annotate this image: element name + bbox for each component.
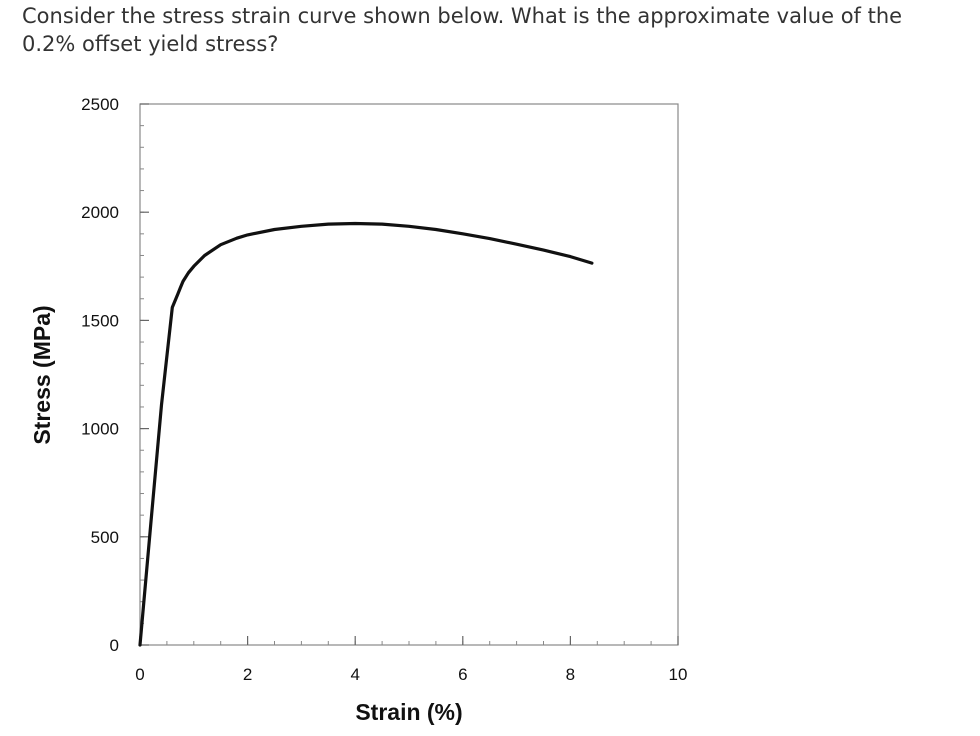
x-tick-label: 6 — [458, 665, 467, 684]
y-tick-label: 1500 — [81, 311, 119, 330]
x-tick-label: 10 — [669, 665, 688, 684]
y-tick-label: 1000 — [81, 420, 119, 439]
y-tick-label: 0 — [110, 636, 119, 655]
y-tick-label: 2000 — [81, 203, 119, 222]
x-tick-label: 0 — [135, 665, 144, 684]
x-tick-label: 2 — [243, 665, 252, 684]
stress-strain-curve — [138, 221, 594, 647]
y-axis-title: Stress (MPa) — [29, 305, 55, 444]
y-tick-label: 2500 — [81, 95, 119, 114]
x-tick-label: 4 — [350, 665, 359, 684]
question-text: Consider the stress strain curve shown b… — [22, 4, 903, 56]
y-tick-label: 500 — [91, 528, 119, 547]
plot-frame — [139, 103, 679, 646]
x-tick-label: 8 — [566, 665, 575, 684]
x-axis-title: Strain (%) — [355, 699, 462, 725]
